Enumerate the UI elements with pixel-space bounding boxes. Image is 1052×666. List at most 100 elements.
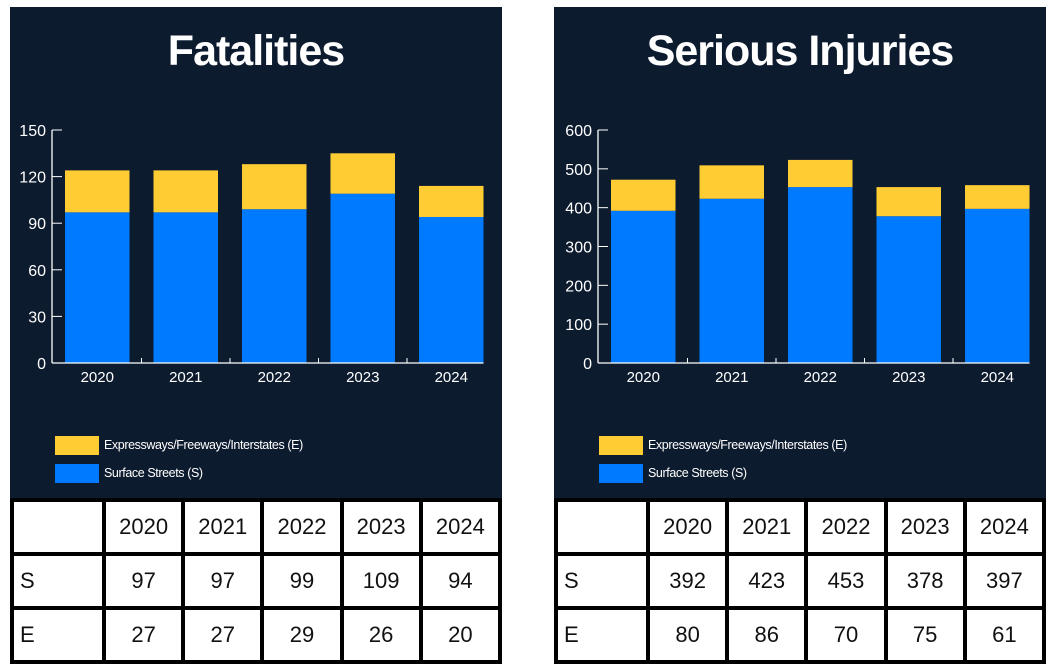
- y-tick-label: 100: [565, 317, 592, 334]
- table-cell: [554, 498, 650, 556]
- x-tick-label: 2022: [258, 369, 291, 386]
- table-cell: 2021: [181, 498, 265, 556]
- table-cell: 109: [339, 552, 423, 610]
- x-tick-label: 2023: [892, 369, 925, 386]
- table-cell: S: [554, 552, 650, 610]
- x-tick-label: 2020: [627, 369, 660, 386]
- table-cell: 2020: [101, 498, 186, 556]
- table-cell: 70: [804, 606, 888, 664]
- fatalities-panel: Fatalities 2020 2021 2022 2023 2024 0 30 60 90 12…: [10, 7, 502, 498]
- bar-surface-2020: [611, 210, 676, 363]
- legend: Expressways/Freeways/Interstates (E) Sur…: [599, 431, 847, 487]
- x-tick-label: 2021: [715, 369, 748, 386]
- legend-label: Expressways/Freeways/Interstates (E): [104, 438, 303, 452]
- table-cell: [10, 498, 106, 556]
- legend-label: Expressways/Freeways/Interstates (E): [648, 438, 847, 452]
- bar-surface-2024: [965, 208, 1030, 363]
- table-cell: 26: [339, 606, 423, 664]
- serious-injuries-table: 2020 2021 2022 2023 2024 S 392 423 453 378 397 E 80 8…: [554, 498, 1047, 664]
- serious-injuries-chart: 2020 2021 2022 2023 2024 0 100 200 300 400 500 600: [565, 123, 1030, 386]
- bar-surface-2023: [330, 193, 395, 363]
- y-tick-label: 0: [37, 356, 46, 373]
- legend-item-expressways: Expressways/Freeways/Interstates (E): [55, 431, 303, 459]
- y-tick-label: 90: [28, 216, 46, 233]
- table-cell: 97: [101, 552, 186, 610]
- table-cell: 27: [181, 606, 265, 664]
- legend-item-expressways: Expressways/Freeways/Interstates (E): [599, 431, 847, 459]
- bar-surface-2022: [242, 209, 307, 363]
- x-tick-label: 2021: [169, 369, 202, 386]
- table-cell: 80: [645, 606, 730, 664]
- bar-expressways-2021: [699, 165, 764, 199]
- bar-expressways-2022: [788, 159, 853, 188]
- table-cell: 20: [418, 606, 503, 664]
- y-tick-label: 300: [565, 240, 592, 257]
- table-cell: 453: [804, 552, 888, 610]
- table-cell: 2023: [883, 498, 967, 556]
- y-tick-label: 400: [565, 201, 592, 218]
- table-header-row: 2020 2021 2022 2023 2024: [10, 498, 503, 556]
- y-tick-label: 60: [28, 263, 46, 280]
- legend-item-surface: Surface Streets (S): [55, 459, 303, 487]
- legend-label: Surface Streets (S): [648, 466, 747, 480]
- table-cell: E: [554, 606, 650, 664]
- table-cell: 61: [962, 606, 1047, 664]
- y-tick-label: 0: [583, 356, 592, 373]
- chart-title: Fatalities: [167, 27, 345, 75]
- y-tick-label: 600: [565, 123, 592, 140]
- chart-title: Serious Injuries: [646, 27, 955, 75]
- legend-label: Surface Streets (S): [104, 466, 203, 480]
- bar-expressways-2023: [876, 187, 941, 217]
- y-tick-label: 30: [28, 309, 46, 326]
- x-tick-label: 2024: [981, 369, 1014, 386]
- legend-swatch: [55, 463, 99, 483]
- legend-swatch: [599, 435, 643, 455]
- table-cell: 94: [418, 552, 503, 610]
- bar-surface-2020: [65, 212, 130, 363]
- table-row: E 80 86 70 75 61: [554, 606, 1047, 664]
- legend-swatch: [599, 463, 643, 483]
- bar-expressways-2020: [65, 170, 130, 213]
- y-tick-label: 500: [565, 162, 592, 179]
- table-header-row: 2020 2021 2022 2023 2024: [554, 498, 1047, 556]
- bar-surface-2021: [699, 198, 764, 363]
- table-row: E 27 27 29 26 20: [10, 606, 503, 664]
- table-cell: 86: [725, 606, 809, 664]
- x-tick-label: 2020: [81, 369, 114, 386]
- legend: Expressways/Freeways/Interstates (E) Sur…: [55, 431, 303, 487]
- fatalities-chart: 2020 2021 2022 2023 2024 0 30 60 90 120 150: [19, 123, 484, 386]
- x-tick-label: 2022: [804, 369, 837, 386]
- table-row: S 392 423 453 378 397: [554, 552, 1047, 610]
- table-cell: 75: [883, 606, 967, 664]
- y-tick-label: 200: [565, 278, 592, 295]
- legend-item-surface: Surface Streets (S): [599, 459, 847, 487]
- table-row: S 97 97 99 109 94: [10, 552, 503, 610]
- bar-expressways-2022: [242, 164, 307, 210]
- y-tick-label: 120: [19, 170, 46, 187]
- table-cell: E: [10, 606, 106, 664]
- table-cell: 29: [260, 606, 344, 664]
- bar-expressways-2024: [965, 185, 1030, 209]
- table-cell: 423: [725, 552, 809, 610]
- x-tick-label: 2024: [435, 369, 468, 386]
- serious-injuries-panel: Serious Injuries 2020 2021 2022 2023 2024 0 10…: [554, 7, 1046, 498]
- table-cell: 378: [883, 552, 967, 610]
- table-cell: 27: [101, 606, 186, 664]
- table-cell: 2022: [804, 498, 888, 556]
- table-cell: 2020: [645, 498, 730, 556]
- table-cell: 97: [181, 552, 265, 610]
- table-cell: 2024: [962, 498, 1047, 556]
- bar-surface-2022: [788, 187, 853, 363]
- fatalities-table: 2020 2021 2022 2023 2024 S 97 97 99 109 94 E 27 27 29 2…: [10, 498, 503, 664]
- x-tick-label: 2023: [346, 369, 379, 386]
- bar-expressways-2021: [153, 170, 218, 213]
- legend-swatch: [55, 435, 99, 455]
- table-cell: 2021: [725, 498, 809, 556]
- table-cell: 99: [260, 552, 344, 610]
- y-tick-label: 150: [19, 123, 46, 140]
- table-cell: 2024: [418, 498, 503, 556]
- table-cell: 397: [962, 552, 1047, 610]
- table-cell: 2022: [260, 498, 344, 556]
- bar-surface-2024: [419, 216, 484, 363]
- table-cell: 392: [645, 552, 730, 610]
